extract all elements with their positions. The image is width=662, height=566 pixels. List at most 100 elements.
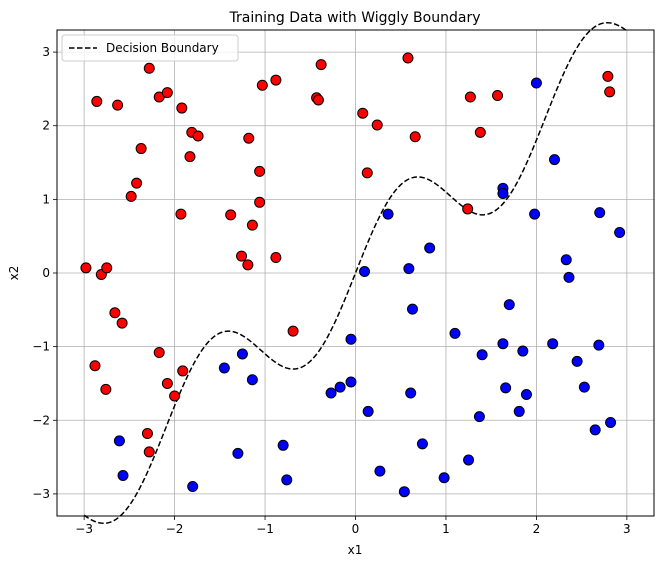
data-point [91,95,103,107]
data-point [530,77,542,89]
data-point [254,196,266,208]
data-point [476,349,488,361]
data-point [254,165,266,177]
data-point [176,102,188,114]
boundary-layer [83,21,628,525]
data-point [112,99,124,111]
data-point [371,119,383,131]
y-tick-label: −3 [32,487,50,501]
data-point [325,387,337,399]
data-point [497,187,509,199]
data-point [175,208,187,220]
data-point [143,62,155,74]
data-point [497,338,509,350]
data-point [473,411,485,423]
data-point [345,376,357,388]
x-tick-label: 3 [623,522,631,536]
data-point [242,259,254,271]
data-point [246,219,258,231]
data-point [406,303,418,315]
data-point [361,167,373,179]
data-point [594,207,606,219]
y-axis-label: x2 [7,266,21,281]
data-point [225,209,237,221]
data-point [529,208,541,220]
data-point [153,347,165,359]
data-point [334,381,346,393]
data-point [605,416,617,428]
data-point [549,154,560,166]
data-point [563,271,575,283]
data-point [315,59,327,71]
data-point [135,143,147,155]
data-point [101,262,113,274]
data-point [218,362,230,374]
data-point [192,130,204,142]
data-point [236,348,248,360]
data-point [416,438,428,450]
data-point [560,254,572,266]
decision-boundary-line [83,21,628,525]
data-point [374,465,386,477]
grid-lines [57,30,654,516]
data-point [312,94,324,106]
data-point [513,405,525,417]
data-point [614,227,626,238]
data-point [161,377,173,389]
y-tick-label: 0 [42,266,50,280]
data-point [177,365,189,377]
y-tick-label: 3 [42,45,50,59]
data-point [438,472,450,484]
data-point [131,177,143,189]
data-point [359,266,371,278]
data-point [362,405,374,417]
data-point [184,151,196,163]
data-point [113,435,125,447]
data-point [492,90,504,102]
data-point [424,242,436,254]
data-point [80,262,92,274]
x-tick-label: −2 [166,522,184,536]
axis-ticks: −3 −2 −1 0 1 2 3 −3 −2 −1 0 1 2 3 [32,45,630,536]
data-point [405,387,417,399]
y-tick-label: 1 [42,192,50,206]
data-point [602,70,614,82]
data-point [270,74,282,86]
data-point [517,345,529,357]
data-point [382,208,394,220]
data-point [589,424,601,436]
data-point [520,389,532,400]
data-point [474,126,486,138]
x-axis-label: x1 [348,543,363,557]
data-point [287,325,299,337]
data-point [187,481,199,493]
data-point [143,446,155,458]
data-point [409,131,421,143]
x-tick-label: −3 [75,522,93,536]
x-tick-label: 1 [442,522,450,536]
data-point [462,203,474,215]
y-tick-label: −2 [32,413,50,427]
data-point [125,190,137,202]
data-point [463,454,475,466]
legend-box [61,34,239,62]
data-point [357,107,369,119]
data-point [256,79,268,91]
data-point [246,374,258,386]
data-point [403,263,415,275]
data-point [500,382,512,394]
data-point [402,52,414,64]
data-point [141,428,153,440]
data-point [109,307,121,319]
x-tick-label: 0 [352,522,360,536]
y-tick-label: −1 [32,340,50,354]
data-point [169,390,181,402]
data-point [243,132,255,144]
data-point [578,381,590,393]
data-point [89,360,101,372]
data-point [116,317,128,329]
y-tick-label: 2 [42,119,50,133]
data-point [232,447,244,459]
